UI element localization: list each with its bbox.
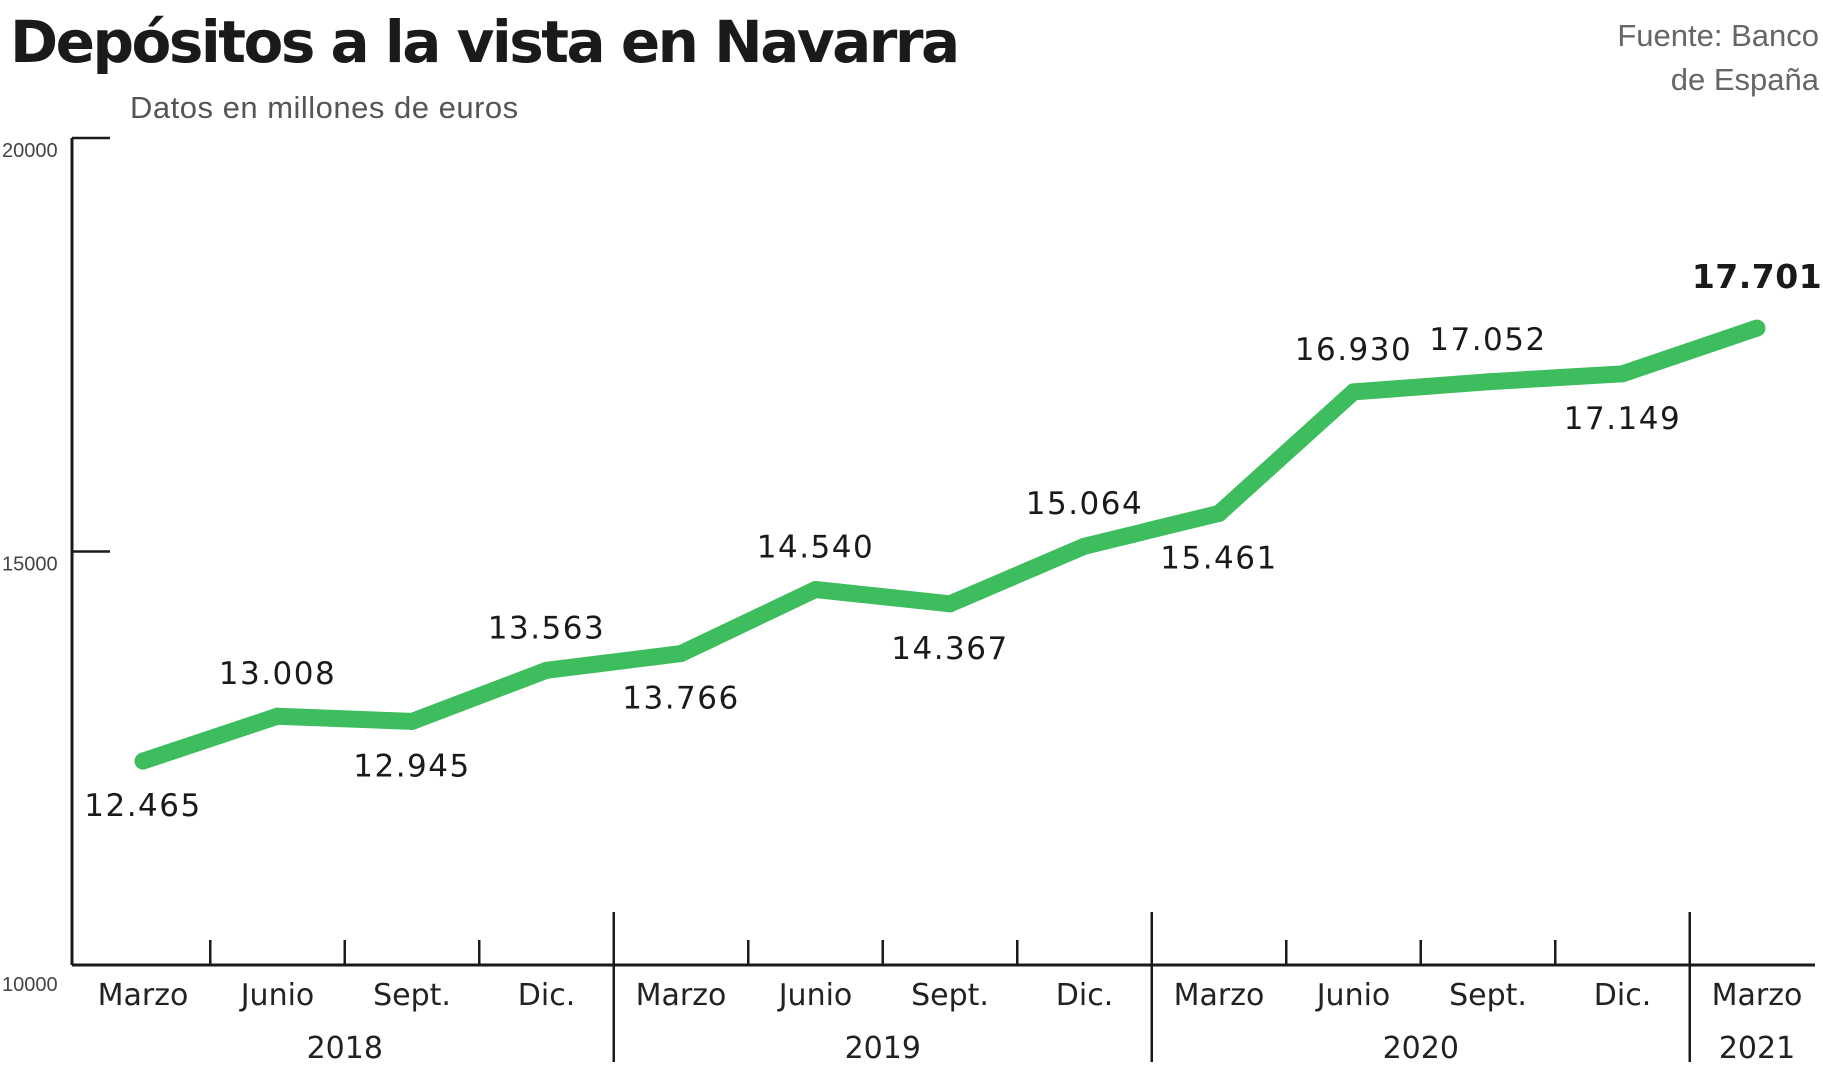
x-tick-label-7: Sept. bbox=[911, 978, 989, 1013]
x-tick-label-4: Dic. bbox=[518, 978, 575, 1013]
y-tick-label-10000: 10000 bbox=[2, 974, 58, 996]
data-point-8 bbox=[1076, 537, 1093, 555]
data-label-7: 14.367 bbox=[891, 631, 1008, 667]
data-point-4 bbox=[538, 661, 555, 679]
data-label-4: 13.563 bbox=[488, 610, 605, 646]
x-tick-label-10: Junio bbox=[1315, 978, 1391, 1013]
data-point-3 bbox=[403, 712, 421, 730]
chart-subtitle: Datos en millones de euros bbox=[130, 90, 519, 125]
x-tick-label-13: Marzo bbox=[1712, 978, 1803, 1013]
x-tick-label-9: Marzo bbox=[1174, 978, 1265, 1013]
data-point-12 bbox=[1614, 365, 1631, 383]
source-note: Fuente: Banco de España bbox=[1617, 14, 1819, 102]
data-point-1 bbox=[134, 752, 152, 770]
source-line-1: Fuente: Banco bbox=[1617, 18, 1819, 53]
x-tick-label-5: Marzo bbox=[636, 978, 727, 1013]
x-tick-label-11: Sept. bbox=[1449, 978, 1527, 1013]
data-point-10 bbox=[1345, 383, 1362, 401]
data-point-11 bbox=[1479, 373, 1497, 391]
data-label-3: 12.945 bbox=[353, 748, 470, 784]
year-label-2019: 2019 bbox=[845, 1031, 921, 1066]
y-tick-label-15000: 15000 bbox=[2, 554, 58, 576]
data-label-13: 17.701 bbox=[1692, 257, 1822, 296]
x-tick-label-3: Sept. bbox=[373, 978, 451, 1013]
data-label-8: 15.064 bbox=[1026, 486, 1143, 522]
year-label-2020: 2020 bbox=[1383, 1031, 1459, 1066]
x-tick-label-12: Dic. bbox=[1594, 978, 1651, 1013]
data-point-9 bbox=[1210, 504, 1228, 522]
year-label-2018: 2018 bbox=[307, 1031, 383, 1066]
data-label-10: 16.930 bbox=[1295, 332, 1412, 368]
data-label-1: 12.465 bbox=[84, 788, 201, 824]
year-label-2021: 2021 bbox=[1719, 1031, 1795, 1066]
data-label-2: 13.008 bbox=[219, 656, 336, 692]
x-tick-label-8: Dic. bbox=[1056, 978, 1113, 1013]
data-point-6 bbox=[807, 581, 824, 599]
data-label-6: 14.540 bbox=[757, 530, 874, 566]
data-point-7 bbox=[941, 595, 959, 613]
chart-title: Depósitos a la vista en Navarra bbox=[10, 8, 960, 76]
source-line-2: de España bbox=[1670, 62, 1819, 97]
x-tick-label-1: Marzo bbox=[98, 978, 189, 1013]
y-tick-label-20000: 20000 bbox=[2, 140, 58, 162]
data-label-12: 17.149 bbox=[1564, 401, 1681, 437]
data-label-5: 13.766 bbox=[622, 681, 739, 717]
x-tick-label-6: Junio bbox=[777, 978, 853, 1013]
data-label-9: 15.461 bbox=[1160, 540, 1277, 576]
data-label-11: 17.052 bbox=[1429, 322, 1546, 358]
x-tick-label-2: Junio bbox=[239, 978, 315, 1013]
data-point-2 bbox=[269, 707, 286, 725]
data-point-5 bbox=[672, 645, 690, 663]
data-point-13 bbox=[1748, 319, 1766, 337]
series-line bbox=[140, 320, 1760, 770]
